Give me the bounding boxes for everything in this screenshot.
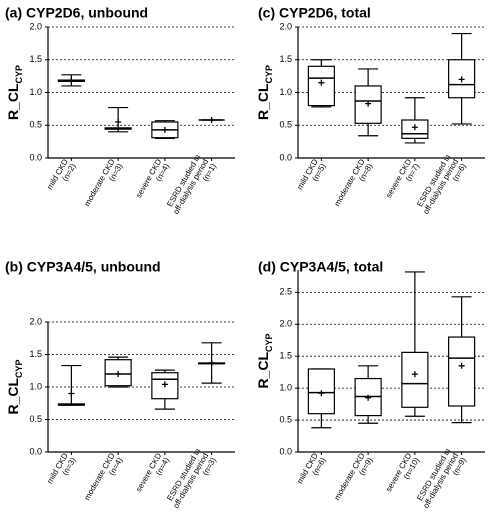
y-axis-label: R_CLCYP bbox=[5, 359, 24, 414]
y-tick-label: 2.0 bbox=[29, 21, 42, 31]
x-tick-label: severe CKD(n=7) bbox=[384, 157, 421, 199]
x-tick-label: moderate CKD(n=4) bbox=[82, 451, 124, 502]
x-tick-label: severe CKD(n=10) bbox=[384, 451, 421, 493]
mean-marker bbox=[411, 124, 418, 131]
mean-marker bbox=[115, 118, 122, 125]
y-tick-label: 0.0 bbox=[279, 152, 292, 162]
y-tick-label: 2.5 bbox=[279, 287, 292, 297]
y-axis-label-sub: CYP bbox=[264, 65, 274, 84]
x-tick-label: mild CKD(n=2) bbox=[45, 157, 78, 191]
mean-marker bbox=[208, 359, 215, 366]
mean-marker bbox=[318, 79, 325, 86]
y-tick-label: 2.0 bbox=[29, 316, 42, 326]
mean-marker bbox=[208, 117, 215, 124]
x-tick-label-line: moderate CKD bbox=[332, 157, 366, 208]
y-axis-label-main: R_CL bbox=[255, 352, 271, 389]
y-axis-label: R_CLCYP bbox=[255, 65, 274, 120]
panel-title: (d) CYP3A4/5, total bbox=[258, 259, 383, 275]
mean-marker bbox=[458, 362, 465, 369]
y-axis-label: R_CLCYP bbox=[5, 65, 24, 120]
box bbox=[448, 336, 476, 407]
panel-title: (c) CYP2D6, total bbox=[258, 5, 371, 21]
y-axis-label-sub: CYP bbox=[14, 359, 24, 378]
panel-title: (a) CYP2D6, unbound bbox=[5, 5, 148, 21]
y-tick-label: 1.5 bbox=[279, 54, 292, 64]
y-axis-label-main: R_CL bbox=[5, 83, 21, 120]
x-tick-label: mild CKD(n=3) bbox=[45, 451, 78, 485]
y-tick-label: 1.0 bbox=[279, 87, 292, 97]
mean-marker bbox=[365, 394, 372, 401]
y-tick-label: 2.0 bbox=[279, 21, 292, 31]
y-tick-label: 1.0 bbox=[29, 87, 42, 97]
y-tick-label: 1.0 bbox=[279, 383, 292, 393]
x-tick-label: severe CKD(n=4) bbox=[134, 451, 171, 493]
mean-marker bbox=[411, 371, 418, 378]
y-tick-label: 1.5 bbox=[29, 54, 42, 64]
mean-marker bbox=[161, 126, 168, 133]
mean-marker bbox=[458, 76, 465, 83]
y-tick-label: 0.5 bbox=[29, 414, 42, 424]
x-tick-label: moderate CKD(n=9) bbox=[332, 451, 374, 502]
panel: (b) CYP3A4/5, unbound R_CLCYP 0.0 0.5 1.0 1.5… bbox=[5, 259, 235, 510]
y-axis-label-sub: CYP bbox=[264, 333, 274, 352]
panel: (c) CYP2D6, total R_CLCYP 0.0 0.5 1.0 1.5 2.0 m… bbox=[255, 5, 485, 216]
mean-marker bbox=[115, 371, 122, 377]
panel: (d) CYP3A4/5, total R_CLCYP 0.0 0.5 1.0 1.5 2.… bbox=[255, 259, 485, 510]
y-tick-label: 0.0 bbox=[279, 446, 292, 456]
y-tick-label: 0.0 bbox=[29, 446, 42, 456]
y-axis-label: R_CLCYP bbox=[255, 333, 274, 388]
box bbox=[401, 351, 429, 408]
x-tick-label: mild CKD(n=5) bbox=[295, 157, 328, 191]
box bbox=[151, 372, 179, 400]
y-tick-label: 1.0 bbox=[29, 381, 42, 391]
box bbox=[307, 65, 335, 107]
mean-marker bbox=[365, 100, 372, 107]
y-tick-label: 0.5 bbox=[279, 414, 292, 424]
y-axis-label-sub: CYP bbox=[14, 65, 24, 84]
x-tick-label-line: moderate CKD bbox=[332, 451, 366, 502]
y-tick-label: 1.5 bbox=[29, 349, 42, 359]
mean-marker bbox=[318, 390, 325, 397]
y-tick-label: 2.0 bbox=[279, 319, 292, 329]
mean-marker bbox=[68, 77, 75, 84]
x-tick-label: moderate CKD(n=8) bbox=[332, 157, 374, 208]
panel-title: (b) CYP3A4/5, unbound bbox=[5, 259, 161, 275]
y-tick-label: 0.0 bbox=[29, 152, 42, 162]
x-tick-label: severe CKD(n=4) bbox=[134, 157, 171, 199]
y-tick-label: 1.5 bbox=[279, 351, 292, 361]
y-tick-label: 0.5 bbox=[279, 120, 292, 130]
mean-marker bbox=[161, 381, 168, 388]
x-tick-label: moderate CKD(n=3) bbox=[82, 157, 124, 208]
x-tick-label-line: moderate CKD bbox=[82, 451, 116, 502]
y-tick-label: 0.5 bbox=[29, 120, 42, 130]
x-tick-label-line: moderate CKD bbox=[82, 157, 116, 208]
panel: (a) CYP2D6, unbound R_CLCYP 0.0 0.5 1.0 1.5 2.… bbox=[5, 5, 235, 216]
y-axis-label-main: R_CL bbox=[255, 83, 271, 120]
y-axis-label-main: R_CL bbox=[5, 378, 21, 415]
x-tick-label: mild CKD(n=6) bbox=[295, 451, 328, 485]
mean-marker bbox=[68, 390, 75, 397]
